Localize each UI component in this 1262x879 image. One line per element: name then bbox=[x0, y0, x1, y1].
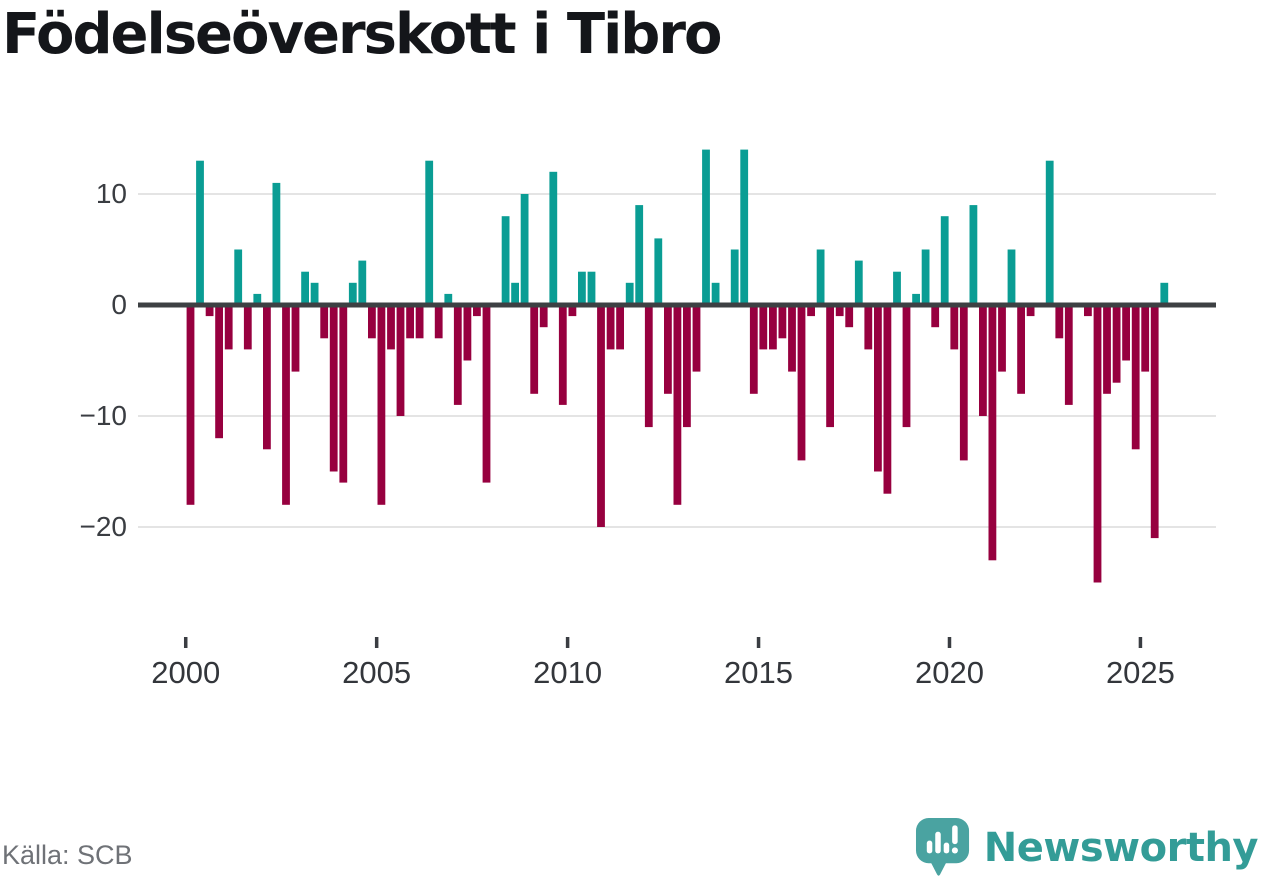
newsworthy-wordmark: Newsworthy bbox=[983, 825, 1259, 871]
x-tick-label-2010: 2010 bbox=[533, 655, 603, 690]
y-tick-label-10: 10 bbox=[95, 178, 127, 209]
y-tick-label-neg20: −20 bbox=[79, 511, 128, 542]
x-tick-label-2015: 2015 bbox=[724, 655, 794, 690]
x-tick-label-2020: 2020 bbox=[915, 655, 984, 690]
birth-surplus-bar-chart: 10 0 −10 −20 2000 2005 2010 2015 2020 20… bbox=[79, 149, 1216, 690]
x-tick-label-2000: 2000 bbox=[151, 655, 221, 690]
newsworthy-logo-icon bbox=[915, 818, 969, 876]
chart-canvas bbox=[138, 149, 1216, 648]
x-tick-label-2025: 2025 bbox=[1105, 655, 1175, 690]
y-tick-label-0: 0 bbox=[111, 289, 127, 320]
chart-title: Födelseöverskott i Tibro bbox=[2, 2, 722, 67]
y-tick-label-neg10: −10 bbox=[79, 400, 128, 431]
x-tick-label-2005: 2005 bbox=[342, 655, 412, 690]
source-caption: Källa: SCB bbox=[2, 840, 133, 870]
newsworthy-branding[interactable]: Newsworthy bbox=[915, 817, 1259, 879]
